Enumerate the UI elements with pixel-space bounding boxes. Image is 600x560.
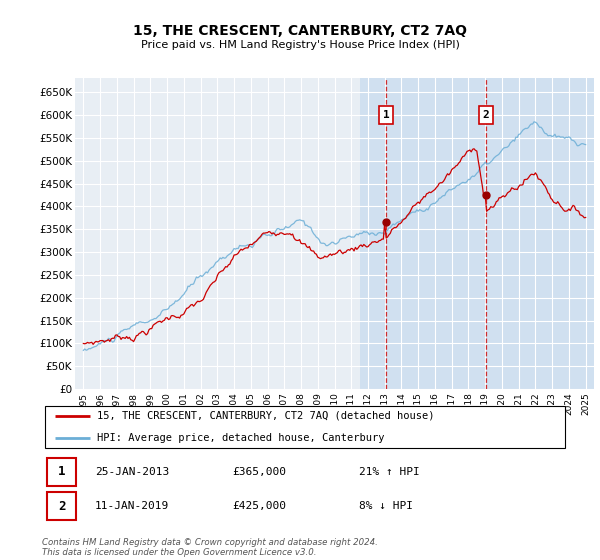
Text: 15, THE CRESCENT, CANTERBURY, CT2 7AQ (detached house): 15, THE CRESCENT, CANTERBURY, CT2 7AQ (d…: [97, 410, 435, 421]
Text: 1: 1: [383, 110, 389, 120]
Text: 21% ↑ HPI: 21% ↑ HPI: [359, 466, 419, 477]
Text: Contains HM Land Registry data © Crown copyright and database right 2024.
This d: Contains HM Land Registry data © Crown c…: [42, 538, 378, 557]
Text: 2: 2: [482, 110, 489, 120]
Text: 11-JAN-2019: 11-JAN-2019: [95, 501, 169, 511]
Text: Price paid vs. HM Land Registry's House Price Index (HPI): Price paid vs. HM Land Registry's House …: [140, 40, 460, 50]
FancyBboxPatch shape: [47, 458, 76, 486]
FancyBboxPatch shape: [47, 492, 76, 520]
Text: 2: 2: [58, 500, 65, 513]
Bar: [359, 78, 594, 389]
Text: £365,000: £365,000: [232, 466, 286, 477]
Text: 8% ↓ HPI: 8% ↓ HPI: [359, 501, 413, 511]
Text: HPI: Average price, detached house, Canterbury: HPI: Average price, detached house, Cant…: [97, 433, 385, 444]
FancyBboxPatch shape: [44, 405, 565, 449]
Text: £425,000: £425,000: [232, 501, 286, 511]
Text: 25-JAN-2013: 25-JAN-2013: [95, 466, 169, 477]
Text: 1: 1: [58, 465, 65, 478]
Text: 15, THE CRESCENT, CANTERBURY, CT2 7AQ: 15, THE CRESCENT, CANTERBURY, CT2 7AQ: [133, 24, 467, 38]
